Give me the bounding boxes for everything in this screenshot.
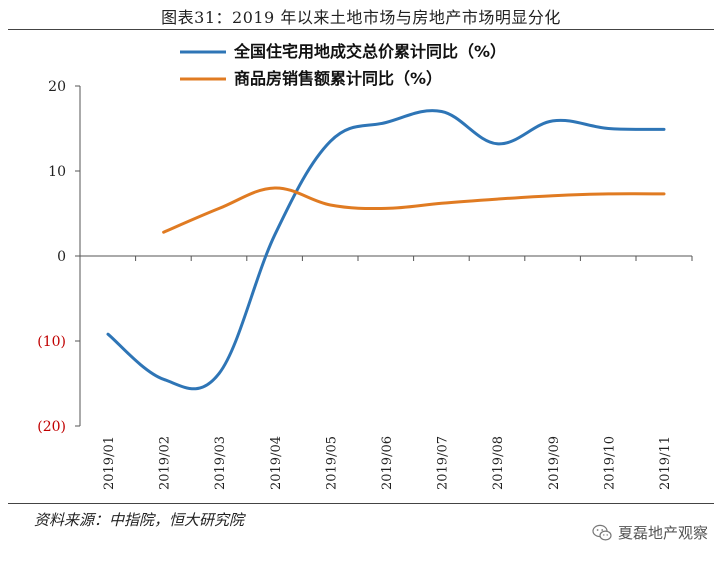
axes: 20 10 0 (10) (20) 2019/01 2019/02 2019/03 2019/0… bbox=[37, 79, 693, 490]
x-tick-label: 2019/07 bbox=[436, 436, 451, 490]
series-line-2 bbox=[162, 186, 666, 234]
source-note: 资料来源：中指院，恒大研究院 bbox=[34, 511, 245, 529]
x-tick-label: 2019/11 bbox=[658, 436, 673, 490]
y-tick-label: 10 bbox=[48, 164, 66, 180]
legend-label-1: 全国住宅用地成交总价累计同比（%） bbox=[233, 42, 506, 61]
x-tick-label: 2019/05 bbox=[324, 436, 339, 490]
x-tick-label: 2019/04 bbox=[269, 436, 284, 490]
y-tick-label: (10) bbox=[37, 334, 66, 350]
top-rule bbox=[8, 29, 714, 30]
legend: 全国住宅用地成交总价累计同比（%） 商品房销售额累计同比（%） bbox=[180, 42, 506, 88]
watermark-text: 夏磊地产观察 bbox=[617, 524, 708, 542]
series-line-1 bbox=[106, 109, 666, 391]
x-tick-label: 2019/06 bbox=[380, 436, 395, 490]
y-tick-label: 20 bbox=[48, 79, 66, 95]
x-tick-label: 2019/03 bbox=[213, 436, 228, 490]
x-tick-label: 2019/01 bbox=[102, 436, 117, 490]
series-lines bbox=[106, 109, 666, 391]
y-tick-label: 0 bbox=[57, 249, 66, 265]
bottom-rule bbox=[8, 503, 714, 504]
x-tick-label: 2019/10 bbox=[602, 436, 617, 490]
figure-title: 图表31：2019 年以来土地市场与房地产市场明显分化 bbox=[161, 8, 561, 27]
watermark: 夏磊地产观察 bbox=[592, 522, 708, 543]
y-tick-label: (20) bbox=[37, 419, 66, 435]
x-tick-label: 2019/02 bbox=[158, 436, 173, 490]
x-tick-label: 2019/09 bbox=[547, 436, 562, 490]
wechat-icon bbox=[592, 524, 612, 541]
legend-label-2: 商品房销售额累计同比（%） bbox=[234, 69, 442, 88]
x-tick-label: 2019/08 bbox=[491, 436, 506, 490]
